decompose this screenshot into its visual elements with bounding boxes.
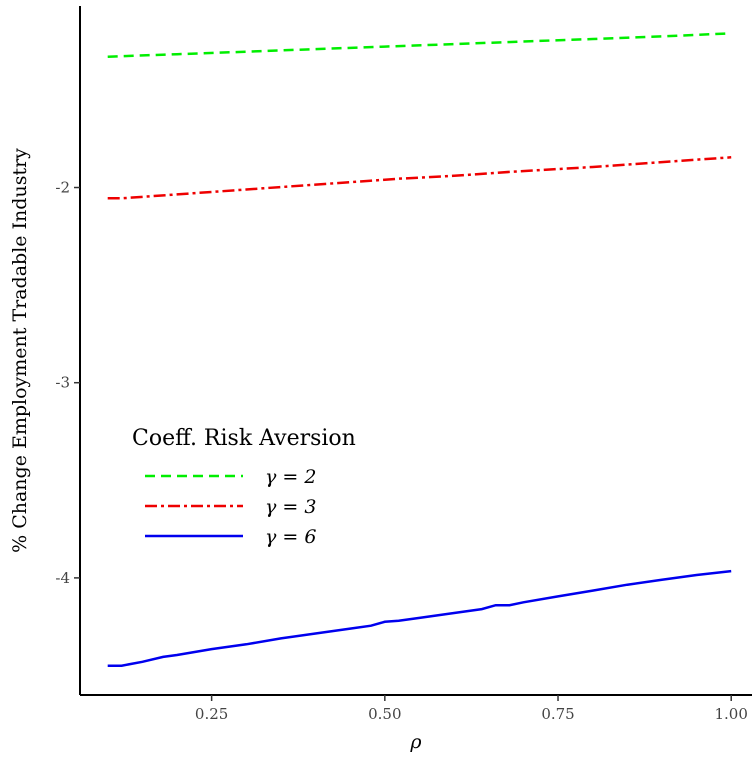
x-axis-ticks: 0.25 0.50 0.75 1.00 <box>195 695 748 723</box>
x-tick-label: 0.50 <box>368 705 401 723</box>
legend-title: Coeff. Risk Aversion <box>132 426 356 451</box>
x-tick-label: 0.25 <box>195 705 228 723</box>
x-axis-title: ρ <box>409 731 422 753</box>
x-tick-label: 0.75 <box>541 705 574 723</box>
series-line-2 <box>107 156 732 200</box>
series-layer <box>107 32 732 667</box>
series-line-1 <box>107 32 732 58</box>
legend-label-1: γ = 2 <box>265 466 316 488</box>
series-line-3 <box>107 569 732 667</box>
y-tick-label: -2 <box>55 179 70 197</box>
y-tick-label: -4 <box>55 569 70 587</box>
legend-label-2: γ = 3 <box>265 496 316 518</box>
y-tick-label: -3 <box>55 374 70 392</box>
legend-items: γ = 2 γ = 3 γ = 6 <box>145 466 316 548</box>
y-axis-ticks: -4 -3 -2 <box>55 179 80 587</box>
legend-label-3: γ = 6 <box>265 526 316 548</box>
x-tick-label: 1.00 <box>715 705 748 723</box>
y-axis-title: % Change Employment Tradable Industry <box>9 148 31 553</box>
legend: Coeff. Risk Aversion γ = 2 γ = 3 γ = 6 <box>132 426 356 548</box>
